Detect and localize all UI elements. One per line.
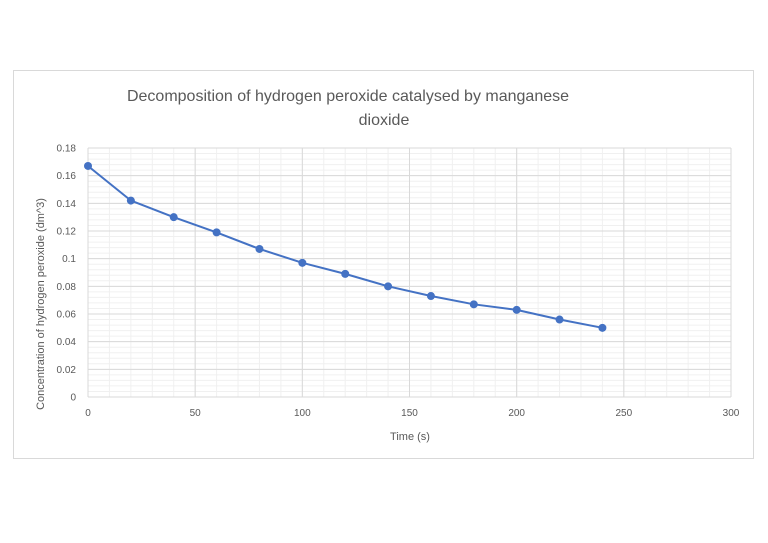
chart-title-line-1: Decomposition of hydrogen peroxide catal… [127, 88, 569, 105]
y-tick-label: 0.12 [57, 227, 77, 238]
x-axis-title: Time (s) [390, 431, 430, 443]
chart-title-line-2: dioxide [359, 112, 410, 129]
chart-frame: Decomposition of hydrogen peroxide catal… [13, 70, 754, 459]
data-point [298, 258, 307, 267]
y-tick-label: 0.1 [62, 254, 76, 265]
data-point [512, 305, 521, 314]
x-tick-label: 200 [508, 408, 525, 419]
y-axis-ticks: 0 0.02 0.04 0.06 0.08 0.1 0.12 0.14 0.16 0.18 [57, 144, 77, 404]
y-axis-title: Concentration of hydrogen peroxide (dm^3… [35, 198, 47, 410]
y-tick-label: 0.02 [57, 365, 77, 376]
data-point [212, 228, 221, 237]
data-point [126, 196, 135, 205]
data-point [426, 292, 435, 301]
data-point [555, 315, 564, 324]
y-tick-label: 0 [70, 393, 76, 404]
major-gridlines [87, 147, 732, 398]
y-tick-label: 0.06 [57, 310, 77, 321]
x-tick-label: 300 [723, 408, 740, 419]
x-tick-label: 250 [615, 408, 632, 419]
y-tick-label: 0.08 [57, 282, 77, 293]
x-tick-label: 0 [85, 408, 91, 419]
data-point [169, 213, 178, 222]
data-point [598, 323, 607, 332]
series-concentration [84, 161, 607, 332]
y-tick-label: 0.16 [57, 171, 77, 182]
x-axis-ticks: 0 50 100 150 200 250 300 [85, 408, 740, 419]
chart-title: Decomposition of hydrogen peroxide catal… [127, 88, 569, 129]
x-tick-label: 150 [401, 408, 418, 419]
data-point [84, 161, 92, 170]
data-point [341, 269, 350, 278]
chart-svg: Decomposition of hydrogen peroxide catal… [35, 88, 740, 443]
data-point [384, 282, 393, 291]
y-tick-label: 0.14 [57, 199, 77, 210]
x-tick-label: 50 [190, 408, 202, 419]
data-point [255, 244, 264, 253]
x-tick-label: 100 [294, 408, 311, 419]
data-point [469, 300, 478, 309]
y-tick-label: 0.04 [57, 337, 77, 348]
y-tick-label: 0.18 [57, 144, 77, 155]
